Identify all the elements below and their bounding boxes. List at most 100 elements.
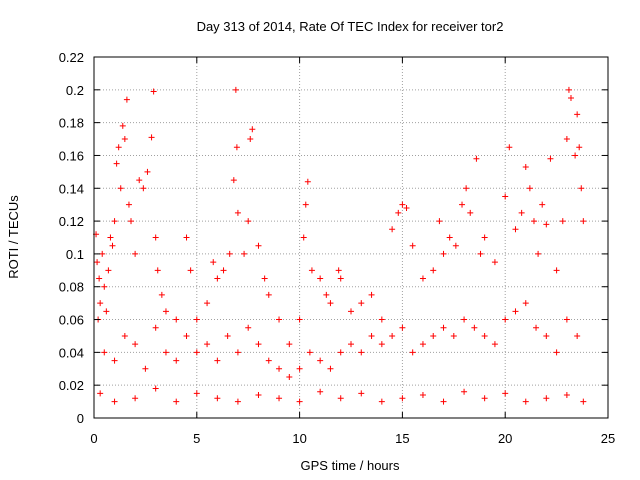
data-point xyxy=(94,259,101,266)
data-point xyxy=(204,300,211,307)
data-point xyxy=(477,250,484,257)
data-point xyxy=(162,349,169,356)
data-point xyxy=(574,332,581,339)
data-point xyxy=(99,250,106,257)
y-tick-label: 0.04 xyxy=(59,345,84,360)
data-point xyxy=(245,218,252,225)
data-point xyxy=(317,388,324,395)
data-point xyxy=(535,250,542,257)
data-point xyxy=(226,250,233,257)
data-point xyxy=(317,275,324,282)
data-point xyxy=(107,234,114,241)
data-point xyxy=(471,324,478,331)
data-point xyxy=(111,218,118,225)
data-point xyxy=(526,185,533,192)
data-point xyxy=(265,357,272,364)
data-point xyxy=(234,209,241,216)
data-point xyxy=(230,177,237,184)
data-point xyxy=(502,316,509,323)
data-point xyxy=(378,316,385,323)
data-point xyxy=(214,395,221,402)
data-point xyxy=(306,349,313,356)
data-point xyxy=(265,291,272,298)
data-point xyxy=(183,234,190,241)
data-point xyxy=(409,242,416,249)
data-point xyxy=(144,168,151,175)
data-point xyxy=(234,349,241,356)
data-point xyxy=(563,392,570,399)
data-point xyxy=(440,398,447,405)
data-point xyxy=(276,365,283,372)
y-tick-label: 0.1 xyxy=(66,247,84,262)
data-point xyxy=(173,357,180,364)
data-point xyxy=(132,341,139,348)
data-point xyxy=(522,163,529,170)
data-point xyxy=(276,316,283,323)
y-tick-label: 0 xyxy=(77,411,84,426)
data-point xyxy=(119,122,126,129)
data-point xyxy=(461,316,468,323)
data-point xyxy=(276,395,283,402)
data-point xyxy=(580,218,587,225)
data-point xyxy=(154,267,161,274)
data-point xyxy=(463,185,470,192)
data-point xyxy=(113,160,120,167)
data-point xyxy=(440,250,447,257)
data-point xyxy=(419,392,426,399)
data-point xyxy=(419,341,426,348)
data-point xyxy=(491,259,498,266)
data-point xyxy=(358,349,365,356)
data-point xyxy=(187,267,194,274)
data-point xyxy=(481,395,488,402)
data-point xyxy=(563,136,570,143)
y-tick-label: 0.22 xyxy=(59,50,84,65)
data-point xyxy=(574,111,581,118)
data-point xyxy=(162,308,169,315)
y-axis-label: ROTI / TECUs xyxy=(6,195,21,279)
data-point xyxy=(323,291,330,298)
data-point xyxy=(378,398,385,405)
data-point xyxy=(204,341,211,348)
data-point xyxy=(481,234,488,241)
data-point xyxy=(368,291,375,298)
data-point xyxy=(232,86,239,93)
data-point xyxy=(234,398,241,405)
data-point xyxy=(399,324,406,331)
data-point xyxy=(395,209,402,216)
x-tick-label: 5 xyxy=(193,431,200,446)
data-point xyxy=(121,332,128,339)
data-point xyxy=(148,134,155,141)
data-point xyxy=(152,385,159,392)
data-point xyxy=(553,267,560,274)
x-tick-label: 25 xyxy=(601,431,615,446)
data-point xyxy=(121,136,128,143)
data-point xyxy=(368,332,375,339)
data-point xyxy=(308,267,315,274)
data-point xyxy=(158,291,165,298)
plot-frame xyxy=(93,56,609,419)
y-tick-label: 0.02 xyxy=(59,378,84,393)
data-point xyxy=(152,234,159,241)
data-point xyxy=(436,218,443,225)
data-point xyxy=(533,324,540,331)
data-point xyxy=(543,221,550,228)
data-point xyxy=(473,155,480,162)
data-point xyxy=(241,250,248,257)
data-point xyxy=(565,86,572,93)
data-point xyxy=(193,390,200,397)
data-point xyxy=(255,392,262,399)
data-point xyxy=(296,365,303,372)
x-tick-label: 20 xyxy=(498,431,512,446)
data-point xyxy=(522,398,529,405)
data-point xyxy=(389,332,396,339)
y-tick-label: 0.18 xyxy=(59,116,84,131)
data-point xyxy=(452,242,459,249)
data-point xyxy=(193,316,200,323)
data-point xyxy=(440,324,447,331)
data-point xyxy=(518,209,525,216)
data-point xyxy=(389,226,396,233)
data-point xyxy=(512,226,519,233)
data-point xyxy=(173,398,180,405)
data-point xyxy=(491,341,498,348)
data-point xyxy=(140,185,147,192)
